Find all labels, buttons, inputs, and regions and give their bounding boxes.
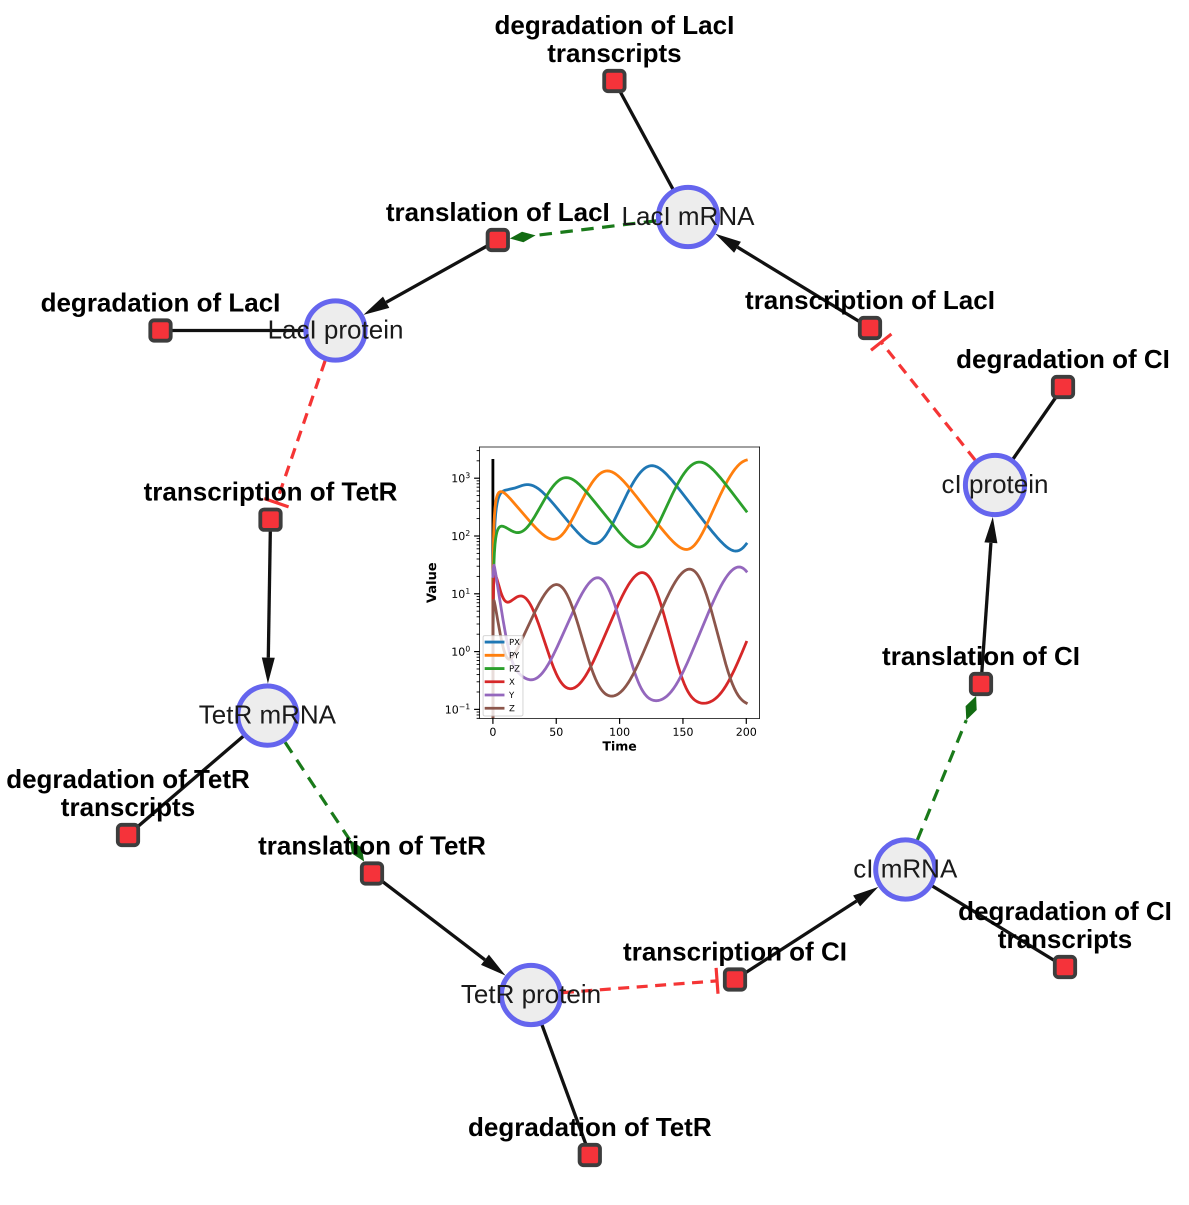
svg-text:transcripts: transcripts xyxy=(547,38,681,68)
svg-text:cI mRNA: cI mRNA xyxy=(853,854,958,884)
svg-text:translation of TetR: translation of TetR xyxy=(258,831,486,861)
svg-text:TetR protein: TetR protein xyxy=(461,979,601,1009)
svg-text:degradation of CI: degradation of CI xyxy=(958,896,1172,926)
svg-text:transcripts: transcripts xyxy=(998,924,1132,954)
svg-text:degradation of CI: degradation of CI xyxy=(956,344,1170,374)
svg-text:TetR mRNA: TetR mRNA xyxy=(199,700,337,730)
svg-text:translation of CI: translation of CI xyxy=(882,641,1080,671)
svg-text:transcription of TetR: transcription of TetR xyxy=(144,477,398,507)
svg-text:cI protein: cI protein xyxy=(942,469,1049,499)
svg-text:transcription of LacI: transcription of LacI xyxy=(745,285,995,315)
svg-text:LacI protein: LacI protein xyxy=(268,315,404,345)
svg-text:transcripts: transcripts xyxy=(61,792,195,822)
svg-text:degradation of LacI: degradation of LacI xyxy=(494,10,734,40)
svg-text:degradation of LacI: degradation of LacI xyxy=(41,288,281,318)
svg-text:degradation of TetR: degradation of TetR xyxy=(468,1112,712,1142)
svg-text:translation of LacI: translation of LacI xyxy=(386,197,610,227)
svg-text:degradation of TetR: degradation of TetR xyxy=(6,764,250,794)
svg-text:transcription of CI: transcription of CI xyxy=(623,937,847,967)
svg-text:LacI mRNA: LacI mRNA xyxy=(622,201,756,231)
